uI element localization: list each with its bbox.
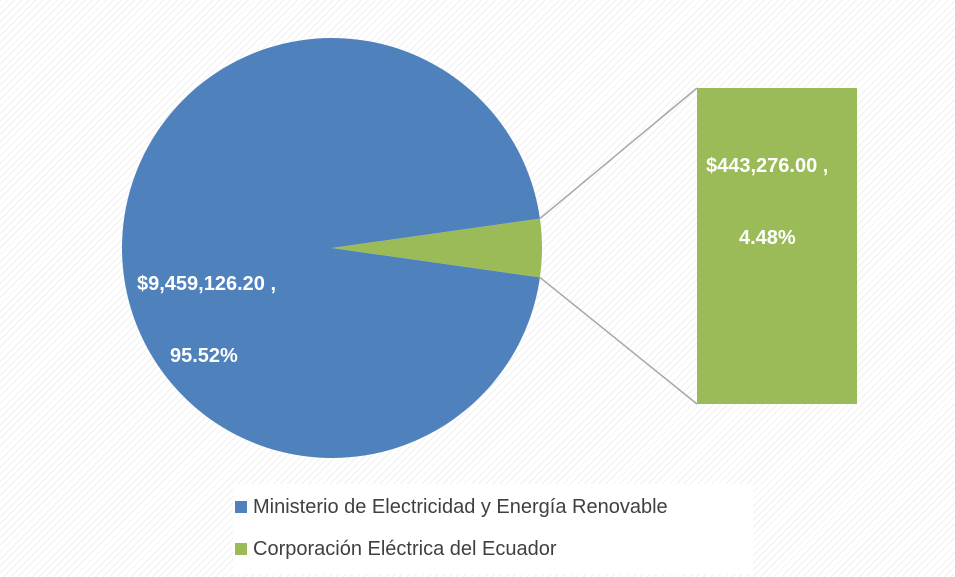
legend-label-ministerio: Ministerio de Electricidad y Energía Ren… bbox=[253, 495, 668, 518]
legend: Ministerio de Electricidad y Energía Ren… bbox=[233, 484, 753, 574]
legend-swatch-corporacion bbox=[235, 543, 247, 555]
legend-swatch-ministerio bbox=[235, 501, 247, 513]
connector-line-top bbox=[539, 87, 698, 220]
data-label-corporacion-percent: 4.48% bbox=[739, 227, 796, 249]
connector-line-bottom bbox=[539, 276, 698, 405]
data-label-ministerio: $9,459,126.20 , 95.52% bbox=[137, 224, 276, 416]
data-label-corporacion: $443,276.00 , 4.48% bbox=[706, 106, 828, 298]
pie-slice-corporacion bbox=[332, 218, 542, 278]
legend-item-corporacion: Corporación Eléctrica del Ecuador bbox=[233, 536, 557, 562]
data-label-ministerio-value: $9,459,126.20 , bbox=[137, 273, 277, 295]
data-label-ministerio-percent: 95.52% bbox=[170, 345, 238, 367]
data-label-corporacion-value: $443,276.00 , bbox=[706, 155, 829, 177]
pie-slice-ministerio bbox=[122, 37, 540, 458]
legend-label-corporacion: Corporación Eléctrica del Ecuador bbox=[253, 537, 557, 560]
legend-item-ministerio: Ministerio de Electricidad y Energía Ren… bbox=[233, 494, 668, 520]
secondary-bar-corporacion bbox=[697, 88, 857, 404]
